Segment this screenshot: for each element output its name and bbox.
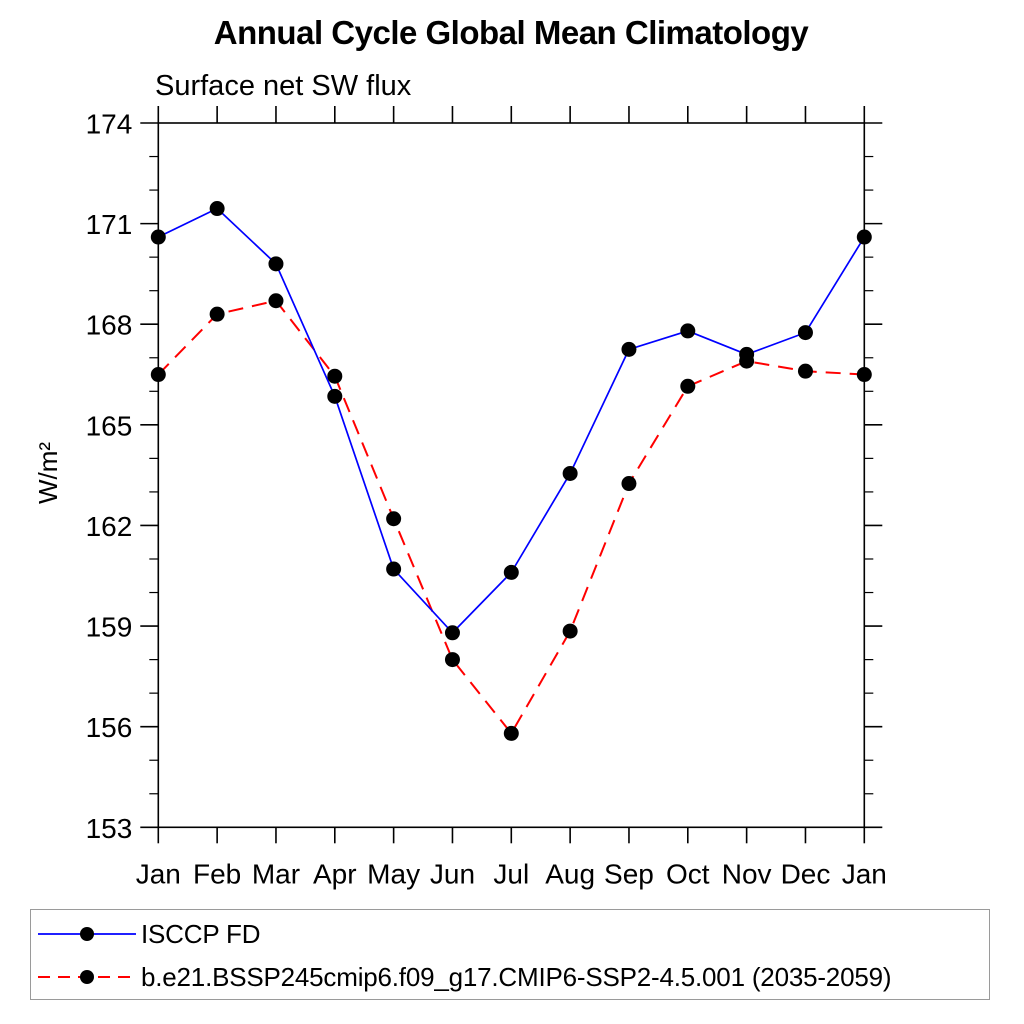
data-point-marker <box>621 341 637 357</box>
data-point-marker <box>386 561 402 577</box>
legend-item-model: b.e21.BSSP245cmip6.f09_g17.CMIP6-SSP2-4.… <box>31 961 892 992</box>
y-tick-label: 174 <box>86 109 133 140</box>
legend-line-sample-solid <box>38 927 136 941</box>
x-tick-label: Aug <box>545 858 595 889</box>
x-tick-label: Nov <box>722 858 772 889</box>
y-tick-label: 171 <box>86 209 133 240</box>
data-point-marker <box>562 465 578 481</box>
x-tick-label: Jan <box>136 858 181 889</box>
plot-frame <box>157 122 866 829</box>
x-tick-label: Mar <box>252 858 300 889</box>
x-tick-label: May <box>367 858 420 889</box>
x-tick-label: Sep <box>604 858 654 889</box>
y-tick-label: 156 <box>86 712 133 743</box>
data-point-marker <box>150 367 166 383</box>
data-point-marker <box>503 725 519 741</box>
data-point-marker <box>797 325 813 341</box>
data-point-marker <box>327 388 343 404</box>
data-point-marker <box>444 625 460 641</box>
legend-item-isccp-fd: ISCCP FD <box>31 919 260 949</box>
data-point-marker <box>797 363 813 379</box>
data-point-marker <box>856 367 872 383</box>
x-tick-label: Dec <box>781 858 831 889</box>
data-point-marker <box>503 564 519 580</box>
x-tick-label: Apr <box>313 858 357 889</box>
data-point-marker <box>680 323 696 339</box>
legend-sample-marker <box>80 970 94 984</box>
y-tick-label: 168 <box>86 310 133 341</box>
x-tick-label: Jan <box>842 858 887 889</box>
x-tick-label: Jun <box>430 858 475 889</box>
data-point-marker <box>856 229 872 245</box>
data-point-marker <box>268 293 284 309</box>
chart-subtitle: Surface net SW flux <box>155 70 412 102</box>
x-tick-label: Oct <box>666 858 710 889</box>
data-point-marker <box>209 201 225 217</box>
legend-sample-marker <box>80 927 94 941</box>
y-tick-label: 159 <box>86 612 133 643</box>
legend-label: b.e21.BSSP245cmip6.f09_g17.CMIP6-SSP2-4.… <box>141 961 892 992</box>
data-point-marker <box>562 623 578 639</box>
data-point-marker <box>209 306 225 322</box>
series-line-dashed <box>157 299 865 736</box>
chart-title: Annual Cycle Global Mean Climatology <box>213 14 809 51</box>
y-tick-label: 162 <box>86 511 133 542</box>
y-tick-label: 153 <box>86 813 133 844</box>
y-tick-label: 165 <box>86 410 133 441</box>
x-tick-label: Jul <box>493 858 529 889</box>
data-point-marker <box>386 511 402 527</box>
legend-label: ISCCP FD <box>141 918 261 949</box>
x-tick-label: Feb <box>193 858 241 889</box>
data-point-marker <box>268 256 284 272</box>
data-point-marker <box>621 476 637 492</box>
legend-line-sample-dashed <box>38 970 136 984</box>
legend-box: ISCCP FD b.e21.BSSP245cmip6.f09_g17.CMIP… <box>30 909 990 1000</box>
data-point-marker <box>150 229 166 245</box>
data-point-marker <box>680 378 696 394</box>
data-point-marker <box>444 652 460 668</box>
data-point-marker <box>739 353 755 369</box>
data-point-marker <box>327 368 343 384</box>
